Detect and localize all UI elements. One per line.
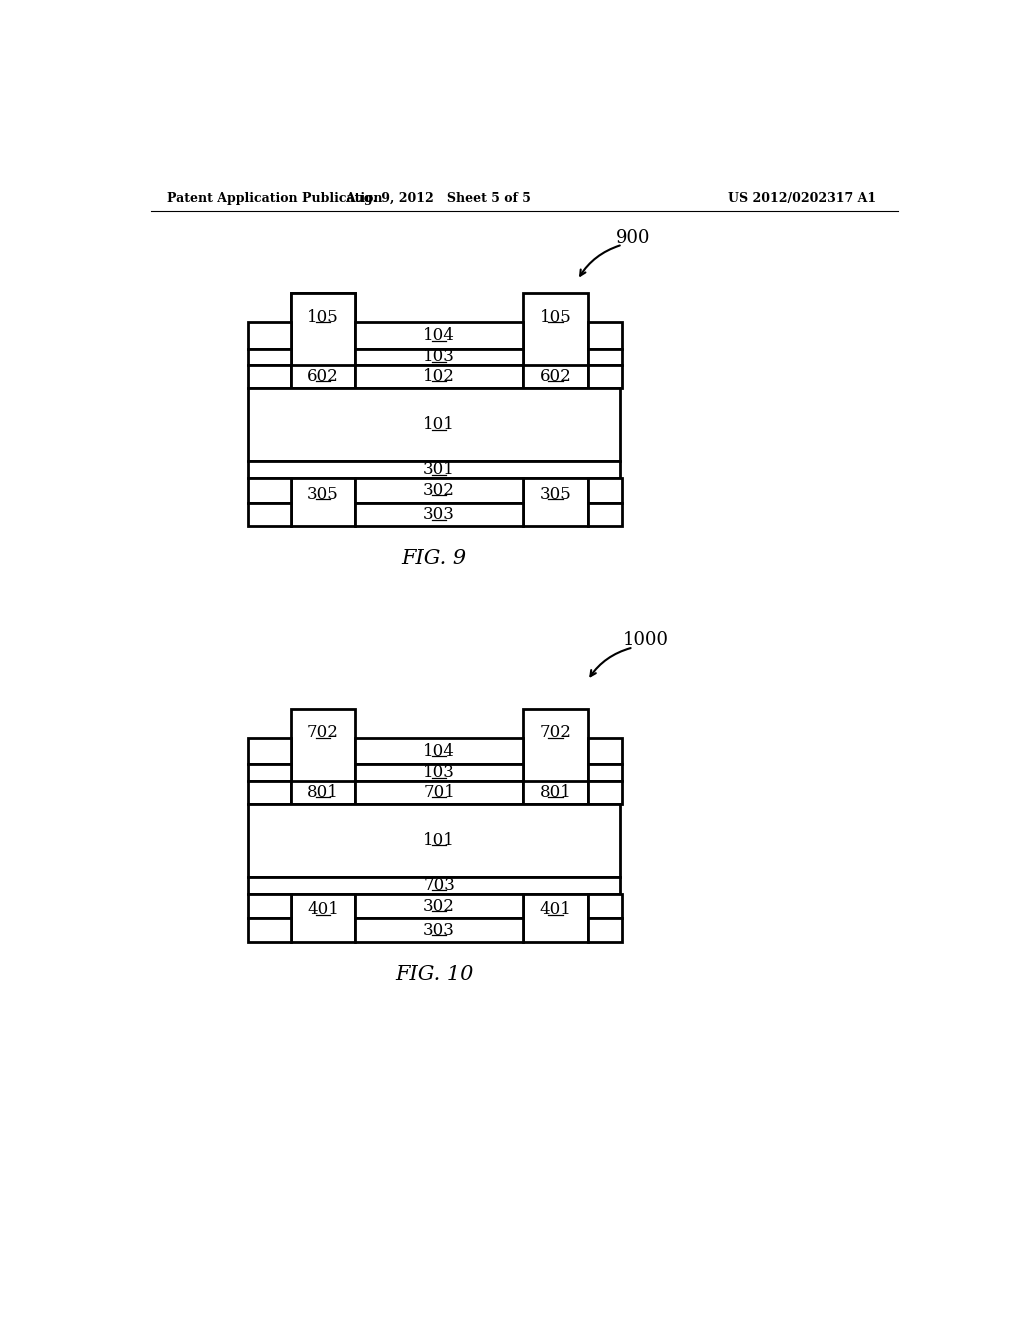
Bar — [588, 894, 623, 919]
Text: 303: 303 — [423, 506, 455, 523]
Bar — [355, 764, 523, 780]
Bar — [588, 364, 623, 388]
Bar — [248, 461, 621, 478]
Bar — [523, 364, 588, 388]
Text: 101: 101 — [423, 416, 455, 433]
Bar — [588, 478, 623, 503]
Text: 104: 104 — [423, 327, 455, 345]
Bar — [588, 503, 623, 527]
Bar — [248, 348, 291, 364]
Text: FIG. 9: FIG. 9 — [401, 549, 467, 569]
Bar — [588, 322, 623, 348]
Text: 301: 301 — [423, 461, 455, 478]
Bar — [248, 876, 621, 894]
Bar — [248, 780, 291, 804]
Bar — [248, 764, 291, 780]
Text: 701: 701 — [423, 784, 455, 801]
Bar — [291, 894, 355, 942]
Bar — [355, 348, 523, 364]
Bar — [248, 894, 291, 919]
Bar — [248, 919, 291, 942]
Bar — [248, 322, 291, 348]
Text: 102: 102 — [423, 368, 455, 385]
Bar — [291, 293, 355, 388]
Bar — [523, 709, 588, 804]
Text: 602: 602 — [307, 368, 339, 385]
Text: Patent Application Publication: Patent Application Publication — [167, 191, 382, 205]
Bar — [588, 919, 623, 942]
Bar — [588, 348, 623, 364]
Bar — [523, 293, 588, 388]
Bar — [588, 764, 623, 780]
Bar — [291, 293, 355, 322]
Text: 702: 702 — [307, 725, 339, 742]
Bar — [588, 738, 623, 764]
Bar — [523, 478, 588, 527]
Bar — [355, 919, 523, 942]
Bar — [355, 894, 523, 919]
Text: 305: 305 — [540, 486, 571, 503]
Text: 103: 103 — [423, 348, 455, 366]
Bar — [355, 322, 523, 348]
Bar — [248, 804, 621, 876]
Bar — [248, 388, 621, 461]
Text: 103: 103 — [423, 764, 455, 781]
Bar — [248, 503, 291, 527]
Text: 602: 602 — [540, 368, 571, 385]
Text: 105: 105 — [540, 309, 571, 326]
Text: 305: 305 — [307, 486, 339, 503]
Bar — [588, 780, 623, 804]
Text: 801: 801 — [540, 784, 571, 801]
Text: 1000: 1000 — [623, 631, 669, 648]
Bar — [355, 364, 523, 388]
Bar — [291, 709, 355, 804]
Text: 105: 105 — [307, 309, 339, 326]
Bar — [248, 738, 291, 764]
Text: US 2012/0202317 A1: US 2012/0202317 A1 — [728, 191, 877, 205]
Text: 801: 801 — [307, 784, 339, 801]
Bar — [355, 503, 523, 527]
Bar — [291, 478, 355, 527]
Text: 702: 702 — [540, 725, 571, 742]
Text: 401: 401 — [307, 902, 339, 919]
Text: 303: 303 — [423, 921, 455, 939]
Text: 302: 302 — [423, 482, 455, 499]
Bar — [248, 478, 291, 503]
Text: 703: 703 — [423, 876, 455, 894]
Text: 302: 302 — [423, 898, 455, 915]
Text: FIG. 10: FIG. 10 — [395, 965, 473, 985]
Text: 401: 401 — [540, 902, 571, 919]
Text: Aug. 9, 2012   Sheet 5 of 5: Aug. 9, 2012 Sheet 5 of 5 — [345, 191, 530, 205]
Bar — [355, 478, 523, 503]
Text: 101: 101 — [423, 832, 455, 849]
Bar — [248, 364, 291, 388]
Text: 104: 104 — [423, 743, 455, 760]
Bar — [291, 780, 355, 804]
Bar — [355, 738, 523, 764]
Bar — [355, 780, 523, 804]
Bar — [523, 780, 588, 804]
Text: 900: 900 — [616, 228, 650, 247]
Bar — [291, 364, 355, 388]
Bar — [523, 894, 588, 942]
